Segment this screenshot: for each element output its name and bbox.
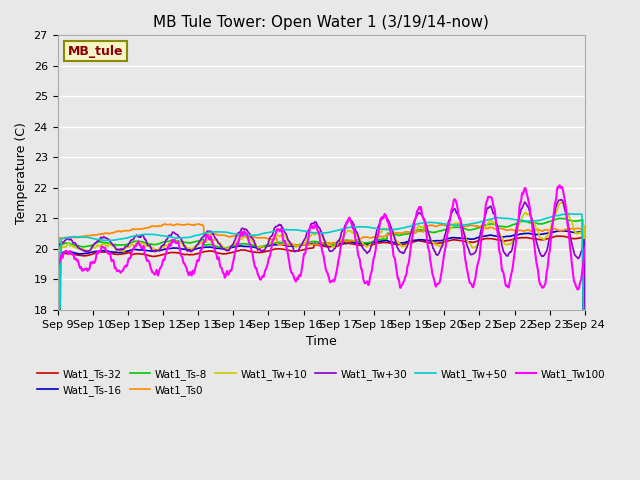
- Wat1_Ts-16: [401, 240, 408, 245]
- Wat1_Ts-16: [171, 245, 179, 251]
- Wat1_Ts-8: [385, 231, 393, 237]
- Wat1_Ts-16: [199, 245, 207, 251]
- Wat1_Tw100: [54, 307, 61, 313]
- Wat1_Tw+50: [199, 231, 207, 237]
- Wat1_Ts-16: [118, 250, 125, 255]
- Wat1_Tw100: [385, 223, 393, 229]
- Wat1_Tw+30: [401, 249, 408, 255]
- Wat1_Ts-16: [556, 228, 564, 234]
- Wat1_Tw100: [401, 277, 408, 283]
- Wat1_Ts-32: [171, 250, 179, 255]
- Wat1_Ts0: [54, 307, 61, 313]
- Wat1_Tw+30: [171, 230, 179, 236]
- Wat1_Tw+50: [401, 225, 408, 230]
- Wat1_Ts-8: [401, 231, 408, 237]
- Wat1_Ts0: [581, 307, 589, 313]
- Line: Wat1_Ts-16: Wat1_Ts-16: [58, 231, 585, 310]
- Line: Wat1_Ts0: Wat1_Ts0: [58, 224, 585, 310]
- Wat1_Ts-8: [199, 237, 207, 242]
- Wat1_Ts0: [199, 222, 207, 228]
- Wat1_Tw+30: [63, 236, 71, 242]
- Wat1_Ts-16: [63, 249, 71, 255]
- Wat1_Ts-8: [556, 216, 563, 221]
- Wat1_Ts-16: [581, 307, 589, 313]
- Wat1_Ts-32: [385, 240, 393, 246]
- Wat1_Ts0: [401, 229, 408, 235]
- Line: Wat1_Ts-32: Wat1_Ts-32: [58, 236, 585, 310]
- Wat1_Tw+50: [171, 235, 179, 240]
- Line: Wat1_Tw+50: Wat1_Tw+50: [58, 214, 585, 310]
- Line: Wat1_Tw100: Wat1_Tw100: [58, 185, 585, 310]
- Wat1_Tw+50: [563, 211, 571, 217]
- Wat1_Ts-8: [118, 242, 125, 248]
- Wat1_Ts-16: [54, 307, 61, 313]
- Wat1_Tw+10: [558, 199, 566, 205]
- Wat1_Ts-32: [581, 307, 589, 313]
- Wat1_Ts-32: [401, 241, 408, 247]
- Wat1_Ts-16: [385, 239, 393, 244]
- Wat1_Ts-8: [63, 240, 71, 246]
- Wat1_Ts-32: [63, 251, 71, 256]
- Wat1_Tw+30: [199, 234, 207, 240]
- Wat1_Ts0: [171, 222, 179, 228]
- Line: Wat1_Ts-8: Wat1_Ts-8: [58, 218, 585, 310]
- Wat1_Tw+50: [385, 227, 393, 232]
- Wat1_Tw+50: [63, 235, 71, 240]
- Wat1_Tw+10: [199, 240, 207, 245]
- Wat1_Ts-32: [118, 252, 125, 257]
- Wat1_Tw+30: [557, 197, 565, 203]
- Wat1_Tw100: [199, 241, 207, 247]
- Wat1_Tw+10: [171, 238, 179, 244]
- Wat1_Tw100: [63, 249, 71, 254]
- Wat1_Ts-32: [199, 249, 207, 255]
- Title: MB Tule Tower: Open Water 1 (3/19/14-now): MB Tule Tower: Open Water 1 (3/19/14-now…: [153, 15, 489, 30]
- Wat1_Tw+30: [118, 246, 125, 252]
- Wat1_Ts0: [118, 228, 125, 234]
- Wat1_Ts-32: [553, 233, 561, 239]
- Wat1_Tw100: [581, 245, 589, 251]
- Wat1_Tw+50: [581, 307, 589, 313]
- Legend: Wat1_Ts-32, Wat1_Ts-16, Wat1_Ts-8, Wat1_Ts0, Wat1_Tw+10, Wat1_Tw+30, Wat1_Tw+50,: Wat1_Ts-32, Wat1_Ts-16, Wat1_Ts-8, Wat1_…: [33, 364, 609, 400]
- Wat1_Tw100: [556, 182, 563, 188]
- Wat1_Tw+30: [581, 307, 589, 313]
- X-axis label: Time: Time: [306, 335, 337, 348]
- Line: Wat1_Tw+30: Wat1_Tw+30: [58, 200, 585, 310]
- Wat1_Tw+30: [385, 219, 393, 225]
- Wat1_Ts0: [63, 234, 71, 240]
- Wat1_Ts-8: [54, 307, 61, 313]
- Wat1_Tw+10: [118, 248, 125, 254]
- Wat1_Ts0: [451, 221, 458, 227]
- Line: Wat1_Tw+10: Wat1_Tw+10: [58, 202, 585, 310]
- Wat1_Ts-8: [171, 237, 179, 243]
- Wat1_Ts0: [385, 232, 393, 238]
- Wat1_Tw+10: [581, 307, 589, 313]
- Wat1_Tw+30: [54, 307, 61, 313]
- Wat1_Ts-8: [581, 307, 589, 313]
- Wat1_Tw+10: [54, 307, 61, 313]
- Wat1_Tw+50: [54, 307, 61, 313]
- Wat1_Tw100: [118, 269, 125, 275]
- Y-axis label: Temperature (C): Temperature (C): [15, 122, 28, 224]
- Wat1_Tw+10: [385, 227, 393, 233]
- Wat1_Tw100: [171, 238, 179, 243]
- Wat1_Tw+10: [401, 243, 408, 249]
- Wat1_Ts-32: [54, 307, 61, 313]
- Wat1_Tw+10: [63, 242, 71, 248]
- Wat1_Tw+50: [118, 236, 125, 242]
- Text: MB_tule: MB_tule: [68, 45, 124, 58]
